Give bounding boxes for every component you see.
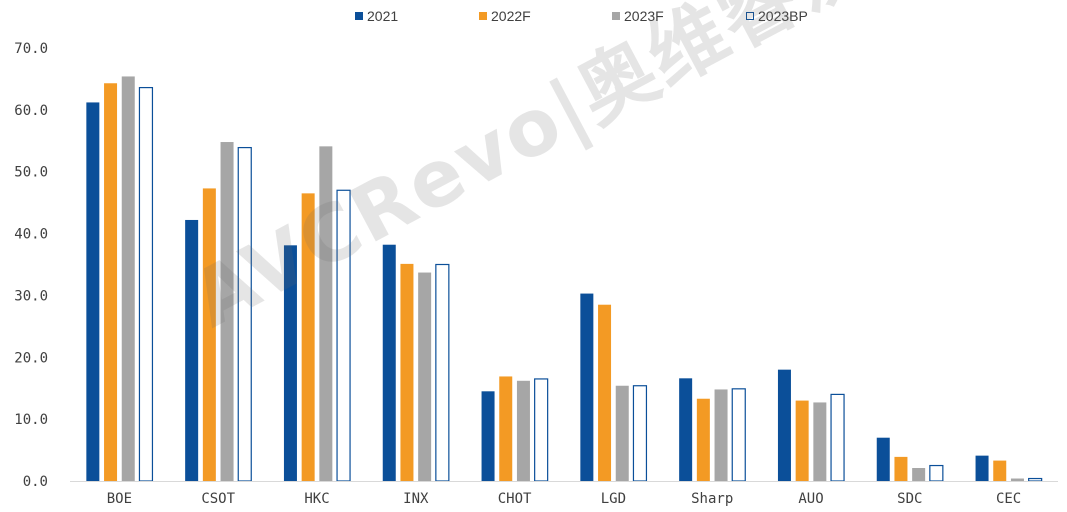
bar-lgd-2021 [580,293,594,481]
x-tick-label: CSOT [201,491,235,507]
bar-boe-2023bp [138,86,154,482]
x-tick-label: CHOT [498,491,532,507]
bar-cec-2021 [975,455,989,481]
bar-boe-2021 [86,102,100,482]
x-axis-ticks: BOE CSOT HKC INX CHOT LGD Sharp AUO SDC CEC [107,491,1021,507]
bar-cec-2023f [1010,478,1024,481]
bar-lgd-2023f [615,385,629,481]
bar-csot-2023bp [237,146,252,482]
legend-item-2023f: 2023F [612,8,664,24]
bar-inx-2022f [400,263,414,481]
x-tick-label: Sharp [691,491,733,507]
x-tick-label: AUO [798,491,823,507]
bar-sdc-2023f [912,468,926,481]
legend-swatch-2023f [612,12,620,20]
bar-hkc-2023f [319,146,333,481]
legend-label-2023bp: 2023BP [758,8,808,24]
y-tick-label: 70.0 [14,41,48,57]
bar-csot-2022f [202,188,216,482]
bar-hkc-2023bp [336,189,351,482]
bar-auo-2023bp [830,393,845,482]
legend-swatch-2021 [355,12,363,20]
y-tick-label: 10.0 [14,412,48,428]
bar-auo-2023f [813,402,827,481]
bar-sharp-2023f [714,389,728,481]
bar-hkc-2021 [283,245,297,481]
y-tick-label: 40.0 [14,227,48,243]
bar-chot-2023bp [534,378,549,482]
legend-label-2021: 2021 [367,8,399,24]
bar-cec-2023bp [1028,477,1043,482]
x-tick-label: LGD [601,491,626,507]
bar-inx-2023bp [435,263,450,482]
y-tick-label: 50.0 [14,165,48,181]
bar-lgd-2023bp [632,385,648,482]
x-tick-label: CEC [996,491,1021,507]
bar-sharp-2021 [679,378,693,481]
bar-sdc-2022f [894,456,908,481]
bar-sdc-2023bp [929,464,944,482]
x-tick-label: HKC [304,491,329,507]
bar-chot-2023f [516,380,530,481]
x-tick-label: SDC [897,491,922,507]
bar-lgd-2022f [598,304,612,481]
y-tick-label: 60.0 [14,103,48,119]
legend-swatch-2022f [479,12,487,20]
bar-boe-2023f [121,76,135,481]
x-tick-label: BOE [107,491,132,507]
legend-item-2023bp: 2023BP [746,8,808,24]
y-tick-label: 0.0 [23,474,48,490]
legend-swatch-2023bp [746,12,754,20]
y-axis-ticks: 0.0 10.0 20.0 30.0 40.0 50.0 60.0 70.0 [14,41,48,490]
legend-label-2023f: 2023F [624,8,664,24]
bar-series [86,76,1043,482]
bar-chot-2022f [499,376,513,481]
bar-chot-2021 [481,391,495,481]
bar-cec-2022f [993,460,1007,481]
legend-item-2022f: 2022F [479,8,531,24]
bar-sharp-2023bp [731,388,746,482]
legend-label-2022f: 2022F [491,8,531,24]
bar-sharp-2022f [696,398,710,481]
y-tick-label: 30.0 [14,288,48,304]
legend-item-2021: 2021 [355,8,398,24]
x-tick-label: INX [403,491,429,507]
bar-auo-2021 [777,369,791,481]
bar-boe-2022f [104,83,118,481]
chart-legend: 2021 2022F 2023F 2023BP [0,8,1067,30]
bar-auo-2022f [795,400,809,481]
bar-inx-2021 [382,244,396,481]
y-tick-label: 20.0 [14,350,48,366]
bar-csot-2021 [185,219,199,481]
bar-sdc-2021 [876,437,890,481]
bar-csot-2023f [220,142,234,481]
bar-inx-2023f [418,272,432,481]
bar-hkc-2022f [301,193,315,482]
